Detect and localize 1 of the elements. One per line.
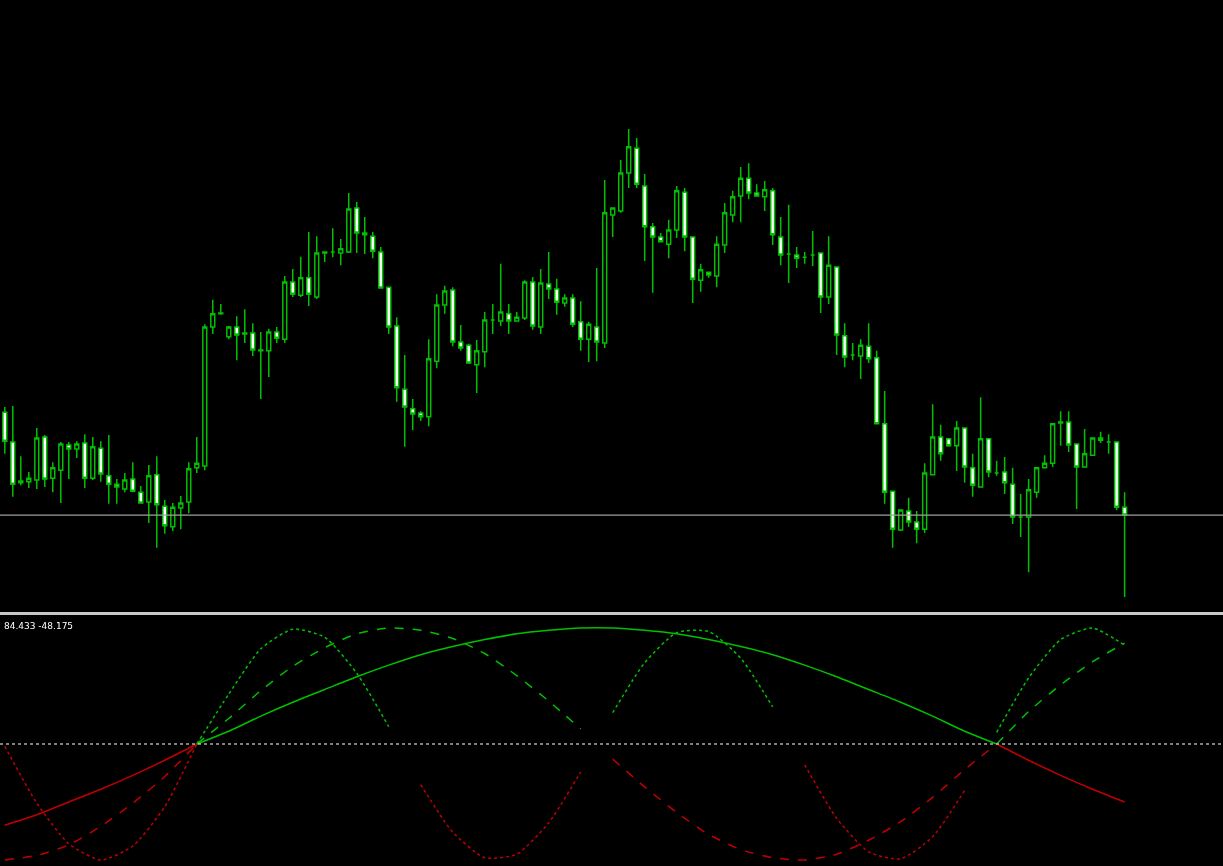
- annotation: 84.433 -48.175: [4, 621, 74, 631]
